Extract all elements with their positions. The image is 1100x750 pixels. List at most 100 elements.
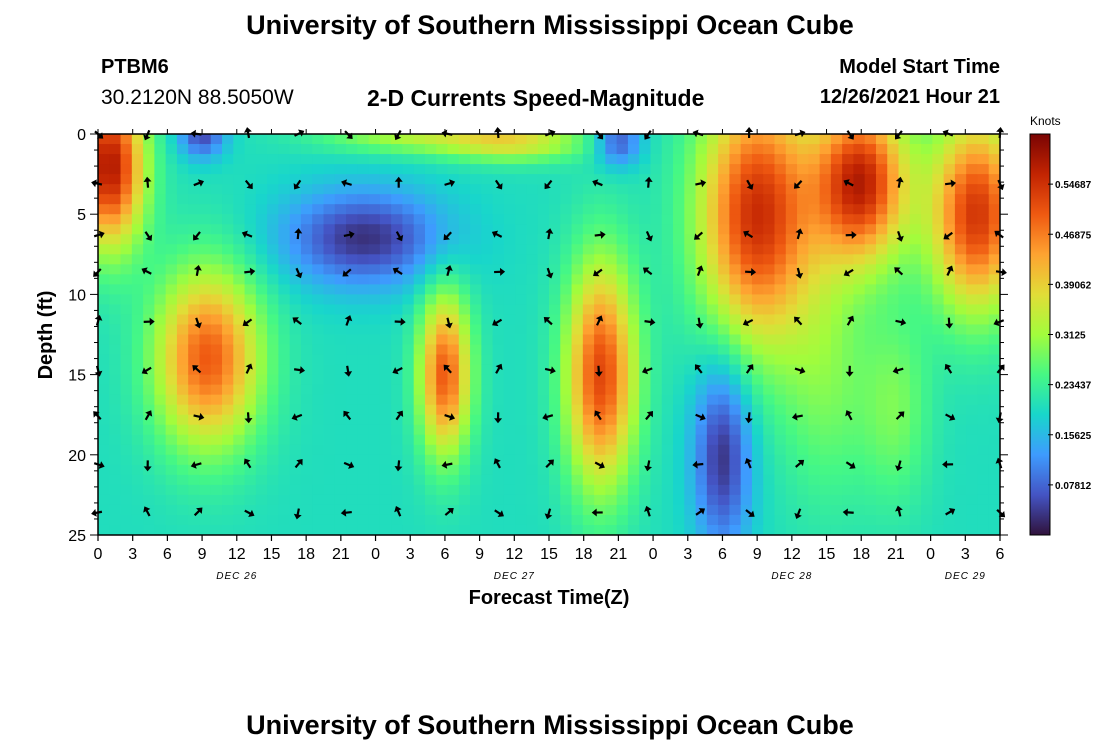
heatmap-cell — [729, 254, 742, 265]
heatmap-cell — [751, 214, 764, 225]
heatmap-cell — [661, 434, 674, 446]
heatmap-cell — [526, 344, 539, 356]
heatmap-cell — [98, 144, 110, 155]
heatmap-cell — [346, 174, 358, 185]
heatmap-cell — [943, 474, 956, 486]
heatmap-cell — [98, 214, 110, 225]
heatmap-cell — [458, 384, 471, 396]
heatmap-cell — [549, 334, 561, 346]
heatmap-cell — [402, 364, 415, 376]
heatmap-cell — [222, 414, 234, 426]
heatmap-cell — [830, 284, 843, 296]
heatmap-cell — [98, 364, 110, 376]
heatmap-cell — [661, 194, 674, 205]
heatmap-cell — [278, 474, 291, 486]
heatmap-cell — [357, 214, 370, 225]
heatmap-cell — [740, 274, 753, 285]
heatmap-cell — [323, 274, 336, 285]
heatmap-cell — [346, 514, 358, 526]
heatmap-cell — [853, 404, 866, 416]
heatmap-cell — [267, 444, 280, 456]
heatmap-cell — [695, 434, 708, 446]
heatmap-cell — [673, 184, 685, 195]
heatmap-cell — [785, 344, 798, 356]
heatmap-cell — [300, 394, 313, 406]
heatmap-cell — [413, 334, 426, 346]
heatmap-cell — [199, 194, 212, 205]
heatmap-cell — [436, 224, 449, 235]
heatmap-cell — [605, 184, 618, 195]
heatmap-cell — [819, 164, 832, 175]
heatmap-cell — [627, 294, 640, 306]
heatmap-cell — [255, 464, 268, 476]
heatmap-cell — [424, 454, 437, 466]
heatmap-cell — [763, 334, 776, 346]
heatmap-cell — [751, 264, 764, 275]
heatmap-cell — [842, 224, 855, 235]
heatmap-cell — [740, 384, 753, 396]
heatmap-cell — [966, 404, 979, 416]
heatmap-cell — [616, 264, 629, 275]
heatmap-cell — [300, 274, 313, 285]
heatmap-cell — [368, 214, 381, 225]
heatmap-cell — [289, 204, 302, 215]
heatmap-cell — [312, 174, 325, 185]
heatmap-cell — [842, 484, 855, 496]
heatmap-cell — [120, 434, 133, 446]
heatmap-cell — [368, 444, 381, 456]
heatmap-cell — [898, 354, 911, 366]
heatmap-cell — [503, 184, 516, 195]
heatmap-cell — [673, 254, 685, 265]
current-arrow — [594, 461, 605, 469]
heatmap-cell — [199, 304, 212, 316]
heatmap-cell — [537, 504, 550, 516]
heatmap-cell — [165, 404, 178, 416]
heatmap-cell — [785, 154, 798, 165]
heatmap-cell — [582, 494, 595, 506]
heatmap-cell — [639, 404, 652, 416]
heatmap-cell — [109, 224, 122, 235]
heatmap-cell — [797, 474, 809, 486]
heatmap-cell — [176, 154, 189, 165]
current-arrow — [895, 318, 907, 327]
heatmap-cell — [864, 424, 877, 436]
heatmap-cell — [763, 214, 776, 225]
heatmap-cell — [673, 514, 685, 526]
heatmap-cell — [188, 474, 201, 486]
heatmap-cell — [774, 384, 787, 396]
heatmap-cell — [571, 424, 584, 436]
heatmap-cell — [481, 254, 494, 265]
heatmap-cell — [447, 214, 460, 225]
heatmap-cell — [447, 324, 460, 336]
heatmap-cell — [346, 194, 358, 205]
heatmap-cell — [740, 294, 753, 306]
heatmap-cell — [650, 344, 663, 356]
heatmap-cell — [503, 284, 516, 296]
heatmap-cell — [289, 214, 302, 225]
heatmap-cell — [650, 194, 663, 205]
heatmap-cell — [391, 274, 404, 285]
heatmap-cell — [740, 364, 753, 376]
current-arrow — [695, 508, 706, 516]
heatmap-cell — [808, 164, 821, 175]
heatmap-cell — [379, 174, 392, 185]
heatmap-cell — [774, 254, 787, 265]
heatmap-cell — [549, 204, 561, 215]
heatmap-cell — [774, 374, 787, 386]
heatmap-cell — [695, 464, 708, 476]
current-arrow — [445, 265, 453, 277]
heatmap-cell — [346, 164, 358, 175]
heatmap-cell — [515, 314, 528, 326]
heatmap-cell — [188, 244, 201, 255]
heatmap-cell — [706, 454, 719, 466]
heatmap-cell — [515, 284, 528, 296]
heatmap-cell — [684, 214, 697, 225]
heatmap-cell — [312, 344, 325, 356]
heatmap-cell — [898, 274, 911, 285]
heatmap-cell — [176, 144, 189, 155]
heatmap-cell — [481, 464, 494, 476]
current-arrow — [644, 505, 652, 517]
heatmap-cell — [571, 484, 584, 496]
heatmap-cell — [120, 334, 133, 346]
heatmap-cell — [413, 224, 426, 235]
